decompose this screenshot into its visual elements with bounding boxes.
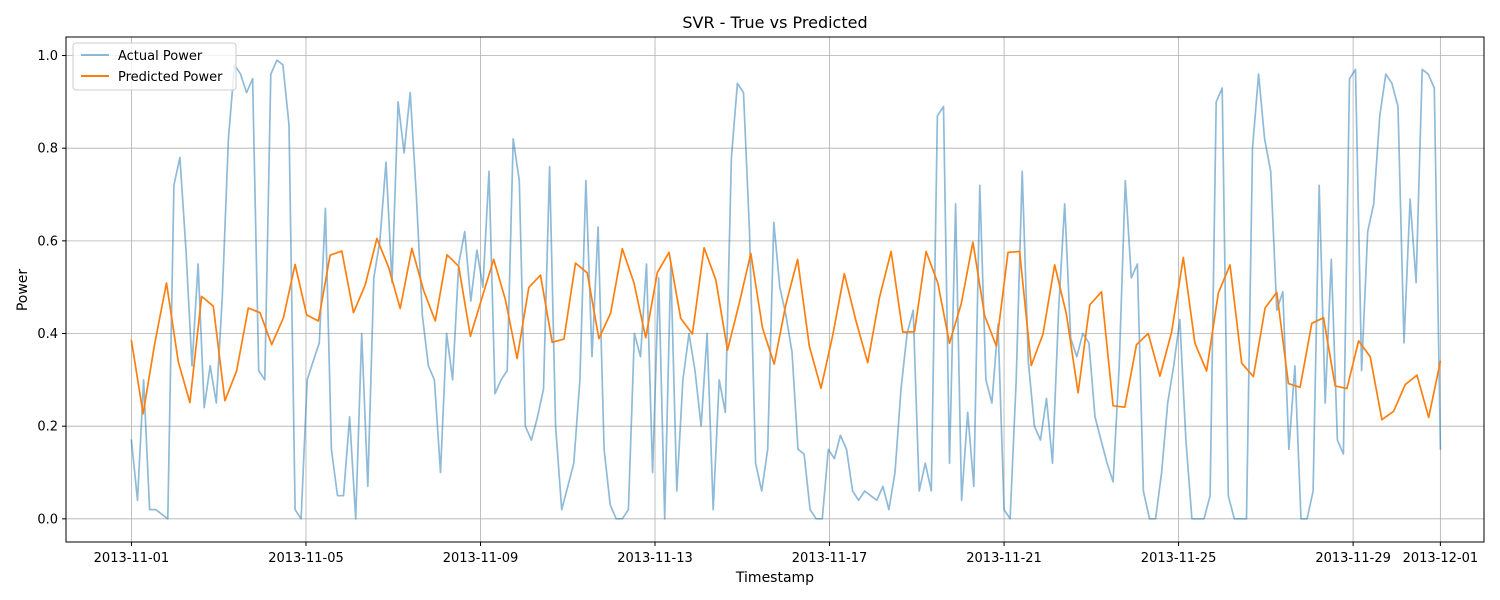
x-tick-label: 2013-11-05 <box>268 551 344 566</box>
y-tick-label: 0.6 <box>37 234 58 249</box>
x-tick-label: 2013-11-13 <box>617 551 693 566</box>
x-tick-label: 2013-11-21 <box>966 551 1042 566</box>
legend: Actual Power Predicted Power <box>72 42 237 91</box>
x-tick-label: 2013-11-17 <box>792 551 868 566</box>
legend-label-predicted-power: Predicted Power <box>118 70 223 85</box>
x-tick-label: 2013-11-25 <box>1141 551 1217 566</box>
x-tick-label: 2013-12-01 <box>1403 551 1479 566</box>
plot-frame <box>65 36 1485 543</box>
chart-title: SVR - True vs Predicted <box>682 13 867 32</box>
y-tick-label: 0.4 <box>37 327 58 342</box>
x-tick-label: 2013-11-29 <box>1315 551 1391 566</box>
y-tick-label: 0.0 <box>37 512 58 527</box>
legend-box <box>72 42 237 91</box>
x-tick-label: 2013-11-01 <box>94 551 170 566</box>
series-line-actual-power <box>130 59 1442 520</box>
x-axis: 2013-11-01 2013-11-05 2013-11-09 2013-11-13… <box>94 542 1478 566</box>
series-layer <box>130 59 1442 520</box>
legend-label-actual-power: Actual Power <box>118 49 203 64</box>
y-tick-label: 1.0 <box>37 49 58 64</box>
y-tick-label: 0.8 <box>37 142 58 157</box>
x-axis-label: Timestamp <box>735 570 814 586</box>
x-tick-label: 2013-11-09 <box>443 551 519 566</box>
y-axis: 0.0 0.2 0.4 0.6 0.8 1.0 <box>37 49 66 527</box>
y-tick-label: 0.2 <box>37 420 58 435</box>
y-axis-label: Power <box>15 269 31 312</box>
series-line-predicted-power <box>130 237 1442 421</box>
